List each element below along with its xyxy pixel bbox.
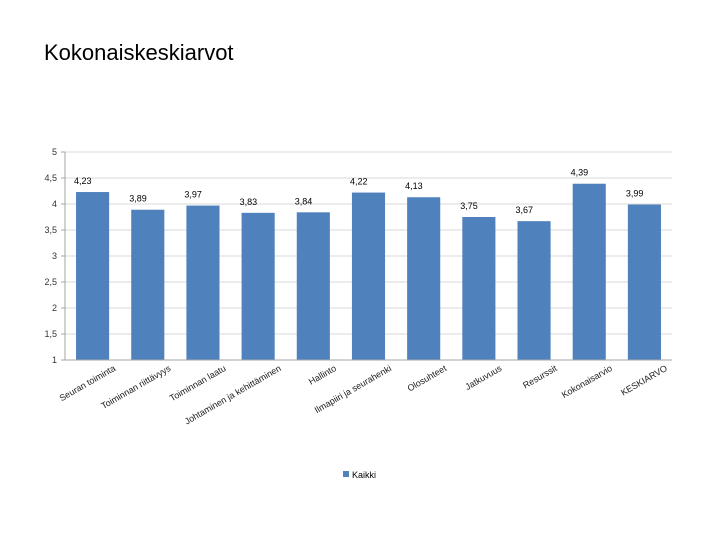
y-tick-label: 4,5: [44, 173, 57, 183]
data-label: 3,99: [626, 189, 644, 199]
y-tick-label: 2,5: [44, 277, 57, 287]
x-category-label: Resurssit: [521, 363, 559, 391]
data-label: 3,75: [460, 201, 478, 211]
data-label: 3,84: [295, 196, 313, 206]
bar: [296, 212, 330, 360]
bar: [241, 212, 275, 360]
legend: Kaikki: [343, 470, 376, 480]
bar: [76, 192, 110, 360]
bar: [517, 221, 551, 360]
bars: [76, 183, 661, 360]
data-labels: 4,23 3,89 3,97 3,83 3,84 4,22 4,13 3,75 3,67 4,39…: [74, 168, 643, 215]
data-label: 3,97: [184, 190, 202, 200]
data-label: 4,23: [74, 176, 92, 186]
x-category-label: Olosuhteet: [406, 363, 449, 394]
y-tick-label: 3,5: [44, 225, 57, 235]
x-category-label: Hallinto: [307, 363, 338, 387]
data-label: 4,22: [350, 177, 368, 187]
y-tick-label: 3: [52, 251, 57, 261]
legend-swatch: [343, 471, 349, 477]
y-tick-label: 1,5: [44, 329, 57, 339]
y-tick-label: 5: [52, 147, 57, 157]
bar: [572, 183, 606, 360]
data-label: 4,39: [571, 168, 589, 178]
chart-title: Kokonaiskeskiarvot: [44, 40, 234, 65]
bar: [407, 197, 441, 360]
y-tick-label: 4: [52, 199, 57, 209]
bar: [131, 209, 165, 360]
bar: [186, 205, 220, 360]
bar: [627, 204, 661, 360]
y-tick-label: 2: [52, 303, 57, 313]
x-category-label: Kokonaisarvio: [560, 363, 614, 400]
x-category-label: KESKIARVO: [619, 363, 669, 398]
data-label: 3,67: [515, 205, 533, 215]
data-label: 3,89: [129, 194, 147, 204]
y-axis: 1 1,5 2 2,5 3 3,5 4 4,5 5: [44, 147, 66, 365]
bar: [351, 192, 386, 360]
data-label: 3,83: [240, 197, 258, 207]
y-tick-label: 1: [52, 355, 57, 365]
legend-label: Kaikki: [352, 470, 376, 480]
x-category-label: Jatkuvuus: [463, 363, 504, 392]
data-label: 4,13: [405, 181, 423, 191]
x-category-label: Johtaminen ja kehittäminen: [183, 363, 283, 426]
bar: [462, 217, 496, 360]
